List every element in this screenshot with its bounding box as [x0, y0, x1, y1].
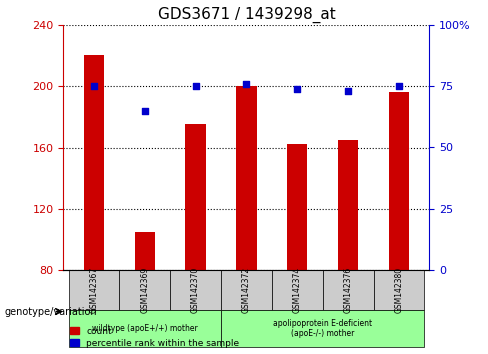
Point — [243, 81, 250, 86]
Text: GSM142374: GSM142374 — [293, 267, 302, 313]
FancyBboxPatch shape — [272, 270, 323, 310]
Point — [395, 83, 403, 89]
Point — [192, 83, 200, 89]
Text: GSM142367: GSM142367 — [89, 267, 99, 313]
Text: wildtype (apoE+/+) mother: wildtype (apoE+/+) mother — [92, 324, 198, 333]
Point — [141, 108, 149, 114]
FancyBboxPatch shape — [120, 270, 170, 310]
Bar — [236, 86, 257, 270]
FancyBboxPatch shape — [323, 270, 373, 310]
Bar — [135, 232, 155, 270]
FancyBboxPatch shape — [221, 310, 425, 347]
FancyBboxPatch shape — [68, 310, 221, 347]
Bar — [287, 144, 307, 270]
Bar — [185, 125, 206, 270]
Text: GSM142369: GSM142369 — [140, 267, 149, 313]
Point — [90, 83, 98, 89]
FancyBboxPatch shape — [221, 270, 272, 310]
Text: genotype/variation: genotype/variation — [5, 307, 98, 316]
Legend: count, percentile rank within the sample: count, percentile rank within the sample — [68, 325, 241, 349]
FancyBboxPatch shape — [170, 270, 221, 310]
Text: apolipoprotein E-deficient
(apoE-/-) mother: apolipoprotein E-deficient (apoE-/-) mot… — [273, 319, 372, 338]
Bar — [389, 92, 409, 270]
Point — [344, 88, 352, 94]
Text: GSM142370: GSM142370 — [191, 267, 200, 313]
Text: GSM142376: GSM142376 — [344, 267, 353, 313]
Title: GDS3671 / 1439298_at: GDS3671 / 1439298_at — [158, 7, 335, 23]
Bar — [338, 140, 358, 270]
Text: GSM142380: GSM142380 — [394, 267, 404, 313]
Text: GSM142372: GSM142372 — [242, 267, 251, 313]
FancyBboxPatch shape — [373, 270, 425, 310]
Point — [293, 86, 301, 91]
Bar — [84, 56, 104, 270]
FancyBboxPatch shape — [68, 270, 120, 310]
